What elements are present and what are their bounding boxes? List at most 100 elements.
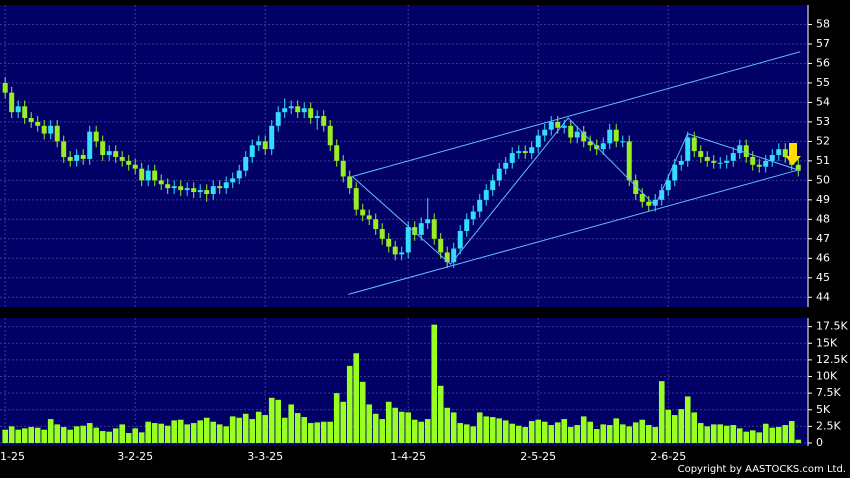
volume-bar (320, 421, 327, 443)
price-panel (0, 5, 808, 307)
volume-bar (236, 417, 243, 443)
volume-bar (346, 365, 353, 443)
volume-bar (281, 417, 288, 443)
volume-bar (593, 429, 600, 443)
volume-bar (2, 429, 9, 443)
volume-bar (171, 420, 178, 443)
candle-body (737, 145, 743, 154)
volume-bar (548, 425, 555, 443)
candle-body (67, 156, 73, 161)
y-tick-label: 45 (816, 271, 830, 284)
candle-body (574, 131, 580, 138)
trend-line (352, 51, 801, 177)
signal-arrow (785, 143, 801, 165)
candle-body (386, 238, 392, 247)
candle-body (340, 160, 346, 177)
candle-body (399, 252, 405, 255)
volume-bar (723, 425, 730, 443)
y-tick-label: 48 (816, 212, 830, 225)
candle-body (730, 153, 736, 161)
volume-bar (333, 393, 340, 443)
y-tick-label: 50 (816, 173, 830, 186)
volume-bar (314, 422, 321, 443)
volume-bar (502, 420, 509, 443)
candle-body (438, 238, 444, 253)
x-tick-label: 3-3-25 (247, 450, 283, 463)
candle-body (633, 180, 639, 194)
volume-bar (93, 427, 100, 443)
volume-bar (541, 421, 548, 443)
volume-bar (782, 425, 789, 443)
candle-body (210, 186, 216, 194)
candle-body (184, 188, 190, 191)
candle-body (418, 223, 424, 235)
volume-bar (158, 423, 165, 443)
candle-body (119, 156, 125, 161)
candle-body (9, 92, 15, 113)
candle-body (711, 160, 717, 163)
y-tick-label: 0 (816, 436, 823, 449)
volume-bar (528, 421, 535, 443)
volume-bar (580, 416, 587, 443)
y-tick-label: 2.5K (816, 419, 841, 432)
candle-body (197, 190, 203, 193)
volume-bar (197, 420, 204, 443)
volume-bar (21, 428, 28, 443)
volume-bar (483, 416, 490, 443)
candle-body (106, 151, 112, 156)
volume-bar (242, 413, 249, 443)
volume-bar (132, 428, 139, 443)
volume-bar (795, 439, 802, 443)
volume-bar (652, 427, 659, 443)
volume-bar (476, 412, 483, 443)
volume-bar (431, 324, 438, 443)
volume-bar (600, 424, 607, 443)
candle-body (236, 170, 242, 179)
volume-bar (164, 425, 171, 443)
candle-body (204, 190, 210, 194)
volume-bar (691, 412, 698, 443)
candle-body (522, 151, 528, 154)
candle-body (724, 160, 730, 163)
candle-body (548, 121, 554, 130)
candle-body (256, 141, 262, 146)
candle-body (691, 137, 697, 152)
candle-body (743, 145, 749, 157)
candle-body (405, 227, 411, 253)
candle-body (698, 151, 704, 157)
volume-bar (255, 411, 262, 443)
candle-body (100, 141, 106, 156)
candle-body (782, 149, 788, 157)
volume-bar (268, 397, 275, 443)
volume-bar (99, 431, 106, 443)
candle-body (535, 135, 541, 148)
y-tick-label: 44 (816, 290, 830, 303)
candle-body (678, 160, 684, 165)
volume-bar (41, 429, 48, 443)
volume-bar (125, 433, 132, 443)
candle-body (581, 131, 587, 142)
candle-body (301, 108, 307, 113)
candle-body (516, 151, 522, 154)
candle-body (262, 141, 268, 150)
volume-bar (138, 432, 145, 443)
candle-body (48, 125, 54, 134)
candle-body (483, 190, 489, 200)
volume-bar (60, 427, 67, 443)
y-tick-label: 54 (816, 95, 830, 108)
volume-bar (411, 419, 418, 443)
candle-body (451, 248, 457, 263)
volume-bar (28, 427, 35, 443)
volume-bar (301, 417, 308, 443)
volume-bar (509, 423, 516, 443)
volume-bar (632, 422, 639, 443)
volume-bar (223, 426, 230, 443)
candle-body (763, 160, 769, 167)
volume-bar (515, 425, 522, 443)
volume-bar (489, 417, 496, 443)
volume-bar (249, 419, 256, 443)
candle-body (139, 168, 145, 181)
candle-body (126, 160, 132, 165)
